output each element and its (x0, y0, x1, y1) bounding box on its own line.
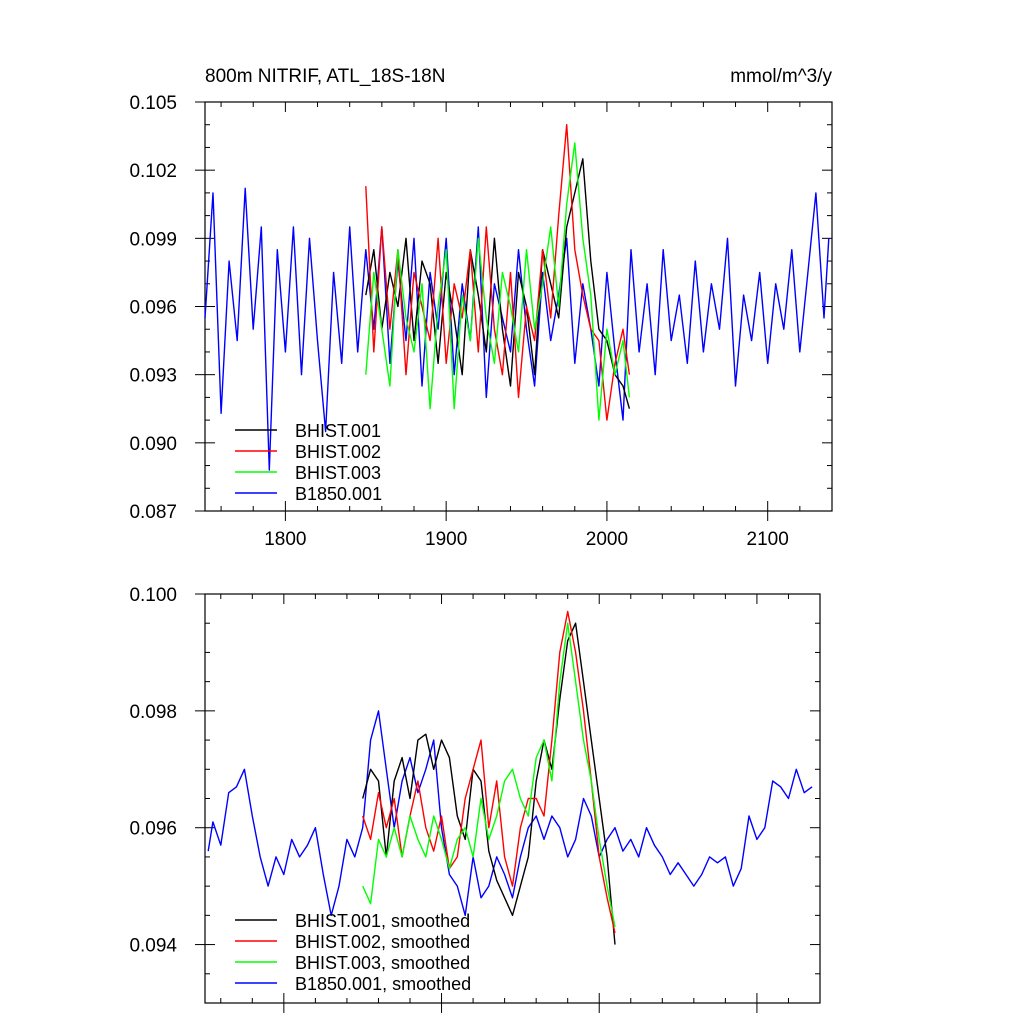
y-tick-label: 0.099 (129, 229, 177, 250)
series-line-4 (204, 187, 830, 471)
x-tick-label: 1900 (425, 529, 467, 550)
legend-label: BHIST.003 (295, 463, 381, 483)
top-panel-title: 800m NITRIF, ATL_18S-18N (205, 66, 445, 87)
y-tick-label: 0.087 (129, 502, 177, 523)
x-tick-label: 1800 (264, 529, 306, 550)
y-tick-label: 0.096 (129, 819, 177, 840)
legend-label: B1850.001, smoothed (295, 974, 471, 994)
y-tick-label: 0.094 (129, 936, 177, 957)
y-tick-label: 0.105 (129, 93, 177, 114)
y-tick-label: 0.102 (129, 161, 177, 182)
x-tick-label: 2000 (586, 529, 628, 550)
series-line-3 (362, 622, 616, 928)
series-line-1 (365, 158, 631, 409)
legend-label: BHIST.002, smoothed (295, 932, 470, 952)
y-tick-label: 0.098 (129, 702, 177, 723)
y-tick-label: 0.100 (129, 585, 177, 606)
legend-label: B1850.001 (295, 484, 382, 504)
series-line-3 (365, 142, 631, 421)
series-line-4 (207, 710, 813, 917)
series-line-2 (365, 123, 631, 421)
legend-label: BHIST.001, smoothed (295, 911, 470, 931)
legend-label: BHIST.003, smoothed (295, 953, 470, 973)
x-tick-label: 2100 (747, 529, 789, 550)
legend-label: BHIST.001 (295, 421, 381, 441)
series-line-1 (362, 622, 616, 945)
legend-label: BHIST.002 (295, 442, 381, 462)
y-tick-label: 0.090 (129, 434, 177, 455)
top-panel-units: mmol/m^3/y (730, 66, 832, 87)
top-panel: 1800 1900 2000 2100 0.087 0.090 0.093 0.096 0.09… (129, 93, 833, 550)
y-tick-label: 0.096 (129, 298, 177, 319)
y-tick-label: 0.093 (129, 366, 177, 387)
